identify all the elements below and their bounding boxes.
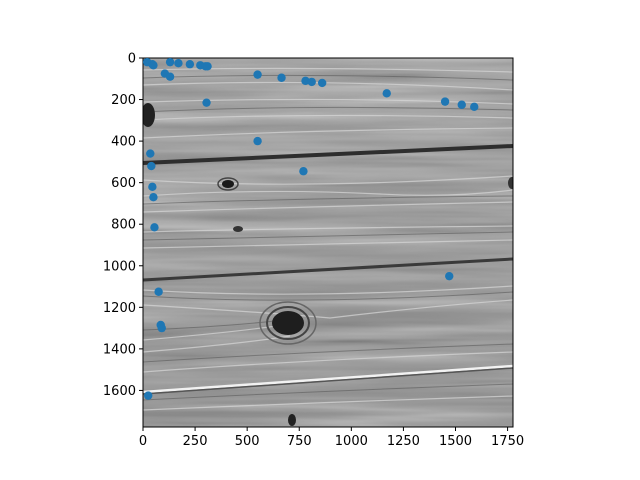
scatter-point (253, 70, 262, 79)
scatter-point (203, 62, 212, 71)
scatter-point (185, 60, 195, 69)
y-tick-label: 800 (111, 218, 136, 233)
scatter-point (299, 167, 308, 176)
y-tick-label: 1600 (103, 384, 136, 399)
x-tick-label: 1750 (491, 434, 524, 449)
scatter-point (154, 287, 163, 296)
scatter-point (277, 73, 286, 82)
scatter-point (317, 78, 327, 88)
scatter-point (165, 57, 175, 67)
x-tick-label: 500 (235, 434, 260, 449)
x-tick-label: 1000 (335, 434, 368, 449)
scatter-point (149, 61, 158, 70)
scatter-point (146, 149, 155, 158)
y-tick-label: 1400 (103, 342, 136, 357)
scatter-point (202, 98, 211, 107)
scatter-point (440, 97, 450, 106)
y-tick-label: 1200 (103, 301, 136, 316)
scatter-point (457, 100, 466, 109)
scatter-point (144, 391, 153, 400)
scatter-point (150, 223, 159, 232)
scatter-point (149, 193, 158, 202)
scatter-point (147, 161, 156, 171)
x-tick-label: 1250 (387, 434, 420, 449)
scatter-point (174, 58, 183, 68)
axis-tick-labels: 0 250 500 750 1000 1250 1500 1750 0 200 400 600 800 1… (103, 52, 524, 450)
scatter-point (148, 182, 157, 192)
scatter-point (165, 72, 175, 81)
x-tick-label: 250 (183, 434, 208, 449)
scatter-point (157, 323, 166, 333)
axes-frame (142, 57, 514, 428)
scatter-point (307, 77, 316, 87)
x-tick-label: 0 (139, 434, 147, 449)
y-tick-label: 600 (111, 176, 136, 191)
y-tick-label: 200 (111, 93, 136, 108)
data-points (142, 57, 479, 400)
wood-background-image (143, 58, 513, 427)
y-tick-label: 0 (128, 52, 136, 67)
scatter-point (253, 136, 262, 146)
y-tick-label: 1000 (103, 259, 136, 274)
scatter-point (382, 89, 391, 98)
scatter-point (301, 76, 310, 86)
scatter-point (470, 102, 479, 112)
axis-ticks (139, 57, 509, 431)
y-tick-label: 400 (111, 135, 136, 150)
x-tick-label: 1500 (439, 434, 472, 449)
x-tick-label: 750 (287, 434, 312, 449)
scatter-point (445, 271, 454, 281)
